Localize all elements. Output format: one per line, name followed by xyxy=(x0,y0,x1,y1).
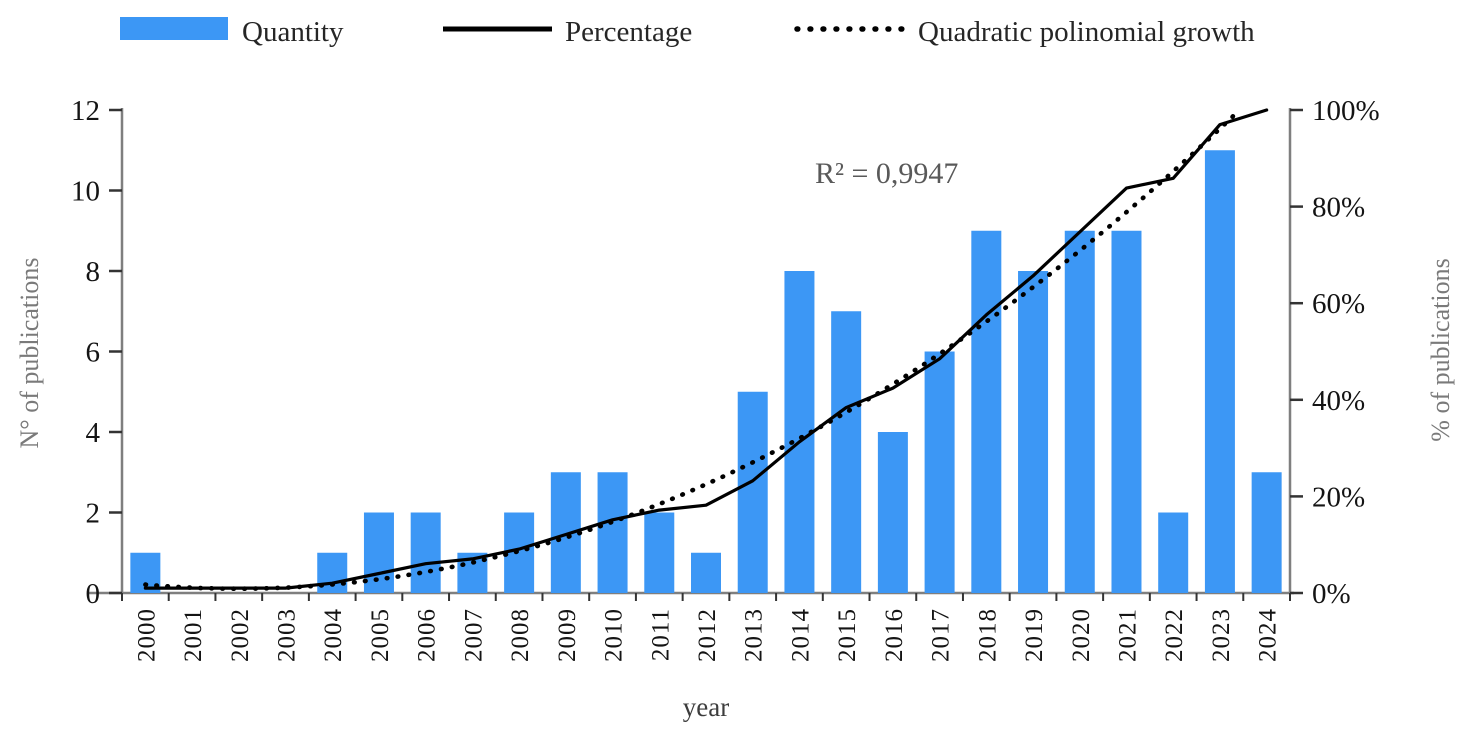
bar xyxy=(1158,512,1189,593)
x-axis-year-label: 2008 xyxy=(507,608,534,662)
x-axis-year-label: 2002 xyxy=(227,608,254,662)
right-axis-tick-label: 60% xyxy=(1312,288,1365,320)
quadratic-fit-line xyxy=(143,108,1241,591)
legend: Quantity Percentage Quadratic polinomial… xyxy=(120,16,1255,48)
x-axis-year-label: 2000 xyxy=(133,608,160,662)
x-axis-year-label: 2015 xyxy=(834,608,861,662)
left-axis-tick-label: 6 xyxy=(86,337,101,369)
x-axis-year-label: 2018 xyxy=(974,608,1001,662)
left-axis-tick-label: 2 xyxy=(86,498,101,530)
x-axis-year-label: 2022 xyxy=(1161,608,1188,662)
legend-quantity-label: Quantity xyxy=(242,16,344,48)
x-axis-year-label: 2012 xyxy=(694,608,721,662)
plot-area: 0 2 4 6 8 10 12 0% 20% 40% 60% 80% 100% 2000 2001 2002 2… xyxy=(71,95,1380,662)
right-axis-title: % of publications xyxy=(1426,258,1455,441)
x-axis-year-label: 2017 xyxy=(928,608,955,662)
legend-quantity-swatch xyxy=(120,17,228,40)
bar xyxy=(597,472,628,593)
x-axis-year-label: 2001 xyxy=(180,608,207,662)
left-axis-title: N° of publications xyxy=(15,258,44,449)
x-axis-year-label: 2005 xyxy=(367,608,394,662)
bar xyxy=(737,391,768,593)
bar xyxy=(1111,230,1142,593)
left-axis-tick-label: 12 xyxy=(71,95,100,127)
r-squared-annotation: R² = 0,9947 xyxy=(815,157,958,190)
bar xyxy=(831,311,862,593)
left-axis-tick-label: 10 xyxy=(71,176,100,208)
right-axis-tick-label: 80% xyxy=(1312,192,1365,224)
right-axis-tick-label: 0% xyxy=(1312,578,1351,610)
legend-percentage-label: Percentage xyxy=(565,16,692,48)
left-axis-tick-label: 0 xyxy=(86,578,101,610)
x-axis-year-label: 2004 xyxy=(320,608,347,662)
x-axis-year-label: 2023 xyxy=(1208,608,1235,662)
x-axis-year-label: 2019 xyxy=(1021,608,1048,662)
bar xyxy=(363,512,394,593)
right-axis-tick-label: 100% xyxy=(1312,95,1380,127)
x-axis-year-label: 2011 xyxy=(647,608,674,661)
bar xyxy=(691,552,721,593)
right-axis-tick-label: 40% xyxy=(1312,385,1365,417)
x-axis-year-label: 2003 xyxy=(274,608,301,662)
x-axis-year-label: 2007 xyxy=(460,608,487,662)
bar xyxy=(644,512,675,593)
right-axis-tick-label: 20% xyxy=(1312,481,1365,513)
x-axis-year-label: 2016 xyxy=(881,608,908,662)
bar xyxy=(410,512,441,593)
bar xyxy=(971,230,1002,593)
bar xyxy=(1018,271,1049,593)
legend-quadratic-label: Quadratic polinomial growth xyxy=(918,16,1255,48)
left-axis-tick-label: 8 xyxy=(86,256,101,288)
x-axis-year-label: 2009 xyxy=(554,608,581,662)
x-axis-year-label: 2021 xyxy=(1114,608,1141,662)
x-axis-year-label: 2010 xyxy=(601,608,628,662)
bar xyxy=(1204,150,1235,593)
bar xyxy=(924,351,955,593)
x-axis-year-label: 2014 xyxy=(787,608,814,662)
x-axis-year-label: 2020 xyxy=(1068,608,1095,662)
x-axis-year-label: 2006 xyxy=(414,608,441,662)
bar xyxy=(1251,472,1282,593)
bar xyxy=(877,432,908,593)
percentage-line xyxy=(143,108,1269,590)
x-axis-year-label: 2024 xyxy=(1255,608,1282,662)
bar xyxy=(1064,230,1095,593)
x-axis-title: year xyxy=(683,692,729,722)
x-axis-year-label: 2013 xyxy=(741,608,768,662)
left-axis-tick-label: 4 xyxy=(86,417,101,449)
